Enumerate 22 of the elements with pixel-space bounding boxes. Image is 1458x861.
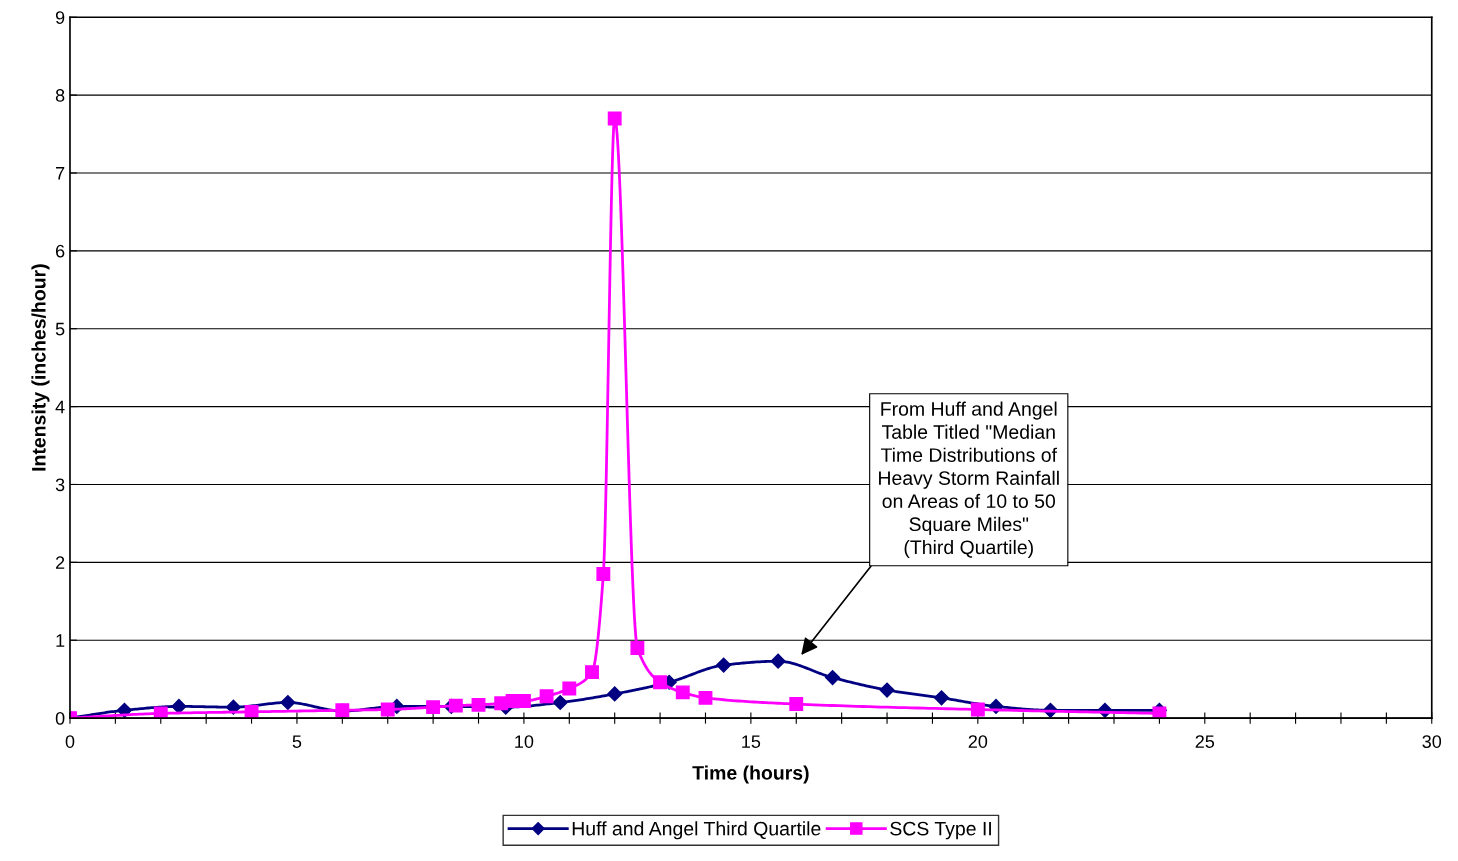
y-tick-label: 2 xyxy=(55,556,65,569)
y-tick-label: 6 xyxy=(56,244,65,258)
x-tick-label: 10 xyxy=(515,735,534,748)
y-tick-label: 3 xyxy=(55,478,65,492)
y-axis-title: Intensity (inches/hour) xyxy=(31,264,50,471)
x-tick-label: 20 xyxy=(968,735,988,748)
annotation: From Huff and Angel Table Titled "Median Time Distributions of Heavy Storm Rainfall on Areas of 10 to 50 Square Miles" (Third Quartile) xyxy=(879,401,1059,559)
legend-label: SCS Type II xyxy=(890,821,991,840)
y-tick-label: 9 xyxy=(55,11,65,24)
x-tick-label: 5 xyxy=(292,735,302,748)
x-tick-label: 30 xyxy=(1422,735,1442,748)
y-tick-label: 8 xyxy=(55,89,65,102)
legend-label: Huff and Angel Third Quartile xyxy=(572,821,821,840)
y-tick-label: 0 xyxy=(55,712,65,725)
y-tick-label: 5 xyxy=(55,322,65,336)
y-tick-label: 7 xyxy=(56,167,65,180)
x-axis-title: Time (hours) xyxy=(692,765,809,784)
y-tick-label: 4 xyxy=(55,400,65,414)
x-tick-label: 0 xyxy=(65,735,75,748)
x-tick-label: 15 xyxy=(742,735,761,748)
x-tick-label: 25 xyxy=(1195,735,1215,748)
y-tick-label: 1 xyxy=(56,634,65,647)
